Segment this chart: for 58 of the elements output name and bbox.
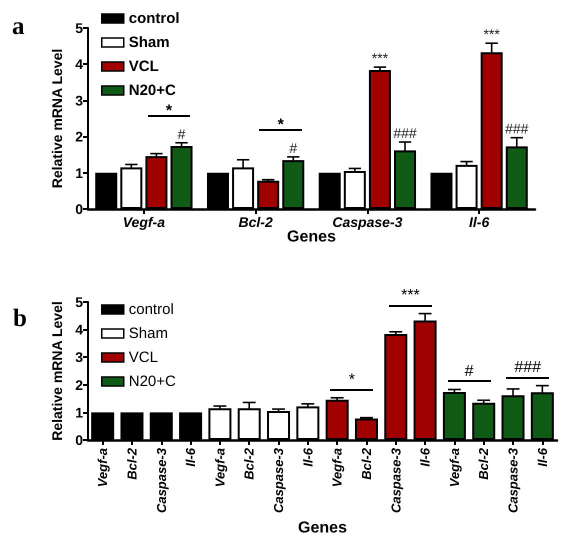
data-label: ### bbox=[505, 120, 529, 137]
y-tick-label: 1 bbox=[75, 404, 84, 420]
y-tick-label: 3 bbox=[75, 349, 84, 366]
data-label: # bbox=[178, 126, 186, 142]
y-axis-title: Relative mRNA Level bbox=[49, 301, 65, 441]
legend-label: control bbox=[128, 301, 174, 318]
x-tick-label: Il-6 bbox=[300, 447, 316, 467]
x-tick-label: Bcl-2 bbox=[242, 447, 257, 480]
y-axis-title: Relative mRNA Level bbox=[49, 48, 65, 188]
x-tick-label: Bcl-2 bbox=[124, 447, 140, 480]
x-tick-label: Bcl-2 bbox=[238, 214, 273, 230]
y-tick-label: 4 bbox=[75, 56, 84, 72]
y-tick-label: 2 bbox=[75, 128, 84, 145]
annotation: ### bbox=[514, 359, 542, 376]
annotation: *** bbox=[401, 287, 420, 304]
x-tick-label: Vegf-a bbox=[122, 214, 166, 230]
y-tick-label: 4 bbox=[75, 322, 84, 338]
x-tick-label: Caspase-3 bbox=[271, 447, 286, 514]
legend-label: control bbox=[128, 10, 180, 27]
x-tick-label: Vegf-a bbox=[95, 448, 110, 488]
y-tick-label: 5 bbox=[75, 294, 84, 310]
x-tick-label: Vegf-a bbox=[446, 448, 462, 488]
legend-label: Sham bbox=[128, 34, 170, 51]
legend-label: N20+C bbox=[128, 82, 176, 99]
x-tick-label: Vegf-a bbox=[212, 448, 228, 488]
y-tick-label: 1 bbox=[75, 164, 84, 181]
x-axis-title: Genes bbox=[287, 228, 336, 246]
y-tick-label: 3 bbox=[75, 92, 84, 108]
x-tick-label: Bcl-2 bbox=[476, 447, 492, 480]
y-tick-label: 5 bbox=[75, 20, 84, 36]
x-tick-label: Il-6 bbox=[534, 447, 550, 467]
chart-title: a bbox=[12, 13, 25, 40]
x-tick-label: Bcl-2 bbox=[358, 447, 374, 480]
data-label: *** bbox=[372, 50, 389, 66]
legend-label: N20+C bbox=[128, 373, 176, 390]
y-tick-label: 2 bbox=[75, 376, 84, 393]
legend-label: VCL bbox=[128, 349, 158, 366]
y-tick-label: 0 bbox=[75, 201, 84, 217]
x-axis-title: Genes bbox=[298, 520, 348, 536]
x-tick-label: Il-6 bbox=[183, 447, 198, 467]
y-tick-label: 0 bbox=[75, 432, 84, 448]
annotation: * bbox=[348, 371, 355, 388]
x-tick-label: Caspase-3 bbox=[154, 447, 169, 514]
x-tick-label: Caspase-3 bbox=[506, 447, 521, 514]
chart-title: b bbox=[13, 305, 27, 332]
x-tick-label: Il-6 bbox=[418, 447, 433, 467]
x-tick-label: Caspase-3 bbox=[332, 214, 403, 230]
annotation: # bbox=[464, 362, 474, 380]
legend-label: VCL bbox=[128, 58, 159, 75]
data-label: # bbox=[289, 140, 298, 156]
x-tick-label: Caspase-3 bbox=[388, 447, 404, 514]
legend-label: Sham bbox=[128, 325, 168, 342]
data-label: ### bbox=[393, 125, 417, 142]
data-label: *** bbox=[483, 26, 500, 42]
x-tick-label: Vegf-a bbox=[330, 448, 345, 488]
annotation: * bbox=[166, 102, 173, 120]
x-tick-label: Il-6 bbox=[469, 214, 490, 230]
annotation: * bbox=[278, 116, 285, 134]
